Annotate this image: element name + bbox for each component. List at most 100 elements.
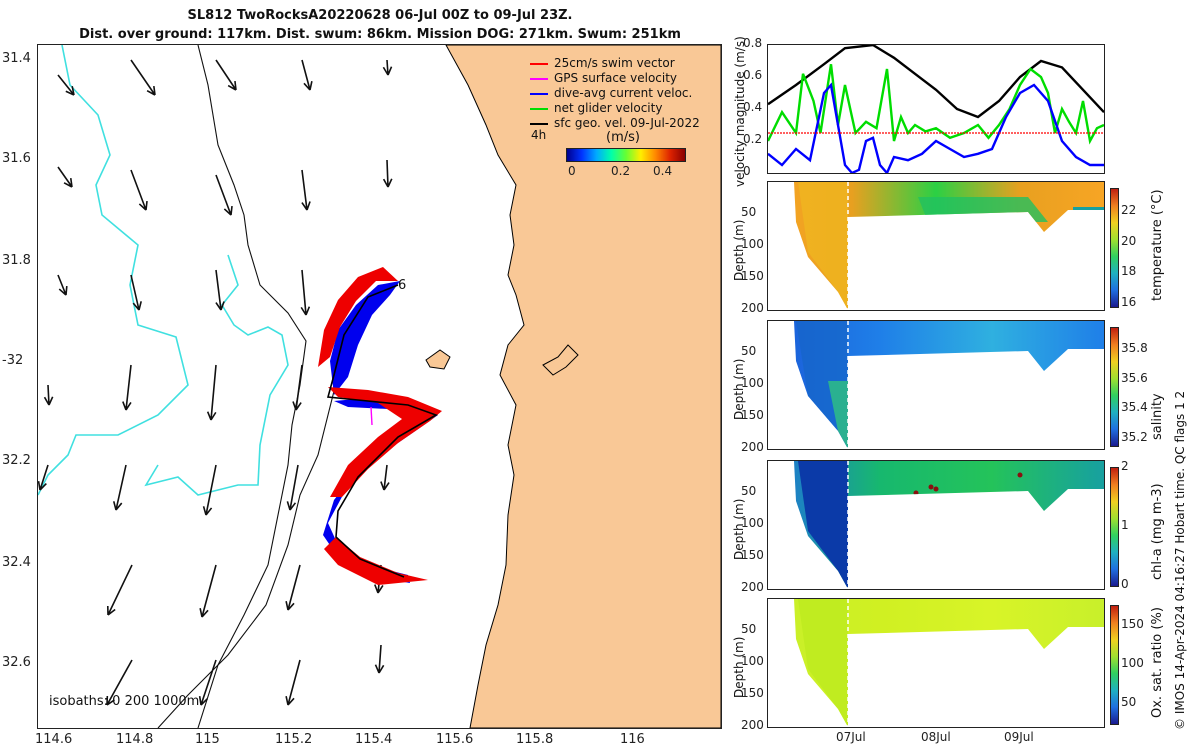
current-vector-arrow bbox=[215, 174, 233, 216]
map-lat-tick: -32 bbox=[2, 353, 24, 368]
time-tick: 09Jul bbox=[1004, 730, 1034, 744]
map-lat-tick: 32.4 bbox=[2, 555, 31, 570]
gps-vector bbox=[370, 406, 373, 426]
time-tick: 07Jul bbox=[836, 730, 866, 744]
profile-colorbar-tick: 22 bbox=[1121, 202, 1137, 217]
glider-track bbox=[318, 267, 442, 585]
current-vector-arrow bbox=[285, 659, 301, 706]
legend-swatch bbox=[530, 93, 548, 95]
profile-colorbar-label: Ox. sat. ratio (%) bbox=[1150, 607, 1165, 718]
current-vector-arrow bbox=[130, 169, 148, 211]
current-vector-arrow bbox=[38, 464, 49, 491]
current-vector-arrow bbox=[198, 659, 217, 706]
legend-swatch bbox=[530, 63, 548, 65]
profile-depth-tick: 150 bbox=[741, 408, 764, 422]
speed-colorbar-tick: 0.4 bbox=[653, 164, 673, 178]
map-lon-tick: 115.8 bbox=[516, 732, 554, 747]
profile-depth-tick: 150 bbox=[741, 269, 764, 283]
map-lon-tick: 114.8 bbox=[116, 732, 154, 747]
profile-colorbar bbox=[1110, 605, 1119, 725]
track-line bbox=[326, 284, 438, 578]
legend-label: GPS surface velocity bbox=[554, 71, 678, 85]
current-vector-arrow bbox=[285, 564, 301, 611]
map-panel: 6 isobaths: 0 200 1000m bbox=[37, 44, 722, 729]
current-vector-arrow bbox=[215, 59, 237, 91]
profile-panel bbox=[767, 460, 1105, 590]
island bbox=[425, 349, 451, 370]
velocity-ytick: 0.2 bbox=[743, 132, 763, 146]
isobaths-label: isobaths: 0 200 1000m bbox=[49, 694, 199, 709]
title-line-2: Dist. over ground: 117km. Dist. swum: 86… bbox=[79, 27, 681, 42]
profile-plot bbox=[768, 461, 1104, 589]
legend-swatch bbox=[530, 78, 548, 80]
profile-depth-tick: 100 bbox=[741, 516, 764, 530]
velocity-ytick: 0 bbox=[743, 164, 751, 178]
profile-colorbar-tick: 35.4 bbox=[1121, 400, 1148, 415]
profile-colorbar-tick: 16 bbox=[1121, 294, 1137, 309]
current-vector-arrow bbox=[106, 659, 133, 706]
velocity-ytick: 0.6 bbox=[743, 68, 763, 82]
legend-swatch bbox=[530, 123, 548, 125]
map-lon-tick: 115.4 bbox=[355, 732, 393, 747]
velocity-panel bbox=[767, 44, 1105, 174]
map-lon-tick: 114.6 bbox=[35, 732, 73, 747]
current-vector-arrow bbox=[57, 74, 75, 96]
map-svg: 6 isobaths: 0 200 1000m bbox=[38, 45, 721, 728]
current-vector-arrow bbox=[301, 59, 313, 91]
current-vector-arrow bbox=[382, 159, 393, 188]
current-vector-arrow bbox=[300, 269, 311, 316]
profile-depth-tick: 50 bbox=[741, 484, 757, 498]
profile-colorbar-label: temperature (°C) bbox=[1150, 189, 1165, 301]
island-2 bbox=[542, 344, 579, 376]
current-vector-arrow bbox=[374, 644, 385, 674]
profile-colorbar-tick: 150 bbox=[1121, 616, 1144, 631]
map-lon-tick: 115 bbox=[195, 732, 220, 747]
credit-text: © IMOS 14-Apr-2024 04:16:27 Hobart time.… bbox=[1173, 391, 1187, 730]
current-vector-arrow bbox=[199, 564, 217, 618]
isobath-1000 bbox=[197, 45, 307, 728]
profile-panel bbox=[767, 598, 1105, 728]
profile-depth-tick: 50 bbox=[741, 205, 757, 219]
current-vector-arrow bbox=[106, 564, 133, 616]
map-lat-tick: 32.2 bbox=[2, 453, 31, 468]
profile-colorbar-label: chl-a (mg m-3) bbox=[1150, 483, 1165, 580]
profile-colorbar-tick: 2 bbox=[1121, 459, 1129, 473]
profile-depth-tick: 50 bbox=[741, 622, 757, 636]
profile-colorbar-tick: 100 bbox=[1121, 656, 1144, 670]
current-vector-arrow bbox=[43, 384, 54, 406]
current-vector-arrow bbox=[380, 464, 390, 491]
time-tick: 08Jul bbox=[921, 730, 951, 744]
legend-label: sfc geo. vel. 09-Jul-2022 bbox=[554, 116, 700, 130]
profile-colorbar-tick: 50 bbox=[1121, 695, 1137, 710]
map-lon-tick: 115.2 bbox=[275, 732, 313, 747]
profile-colorbar-tick: 35.2 bbox=[1121, 429, 1148, 444]
current-vector-arrow bbox=[57, 274, 68, 296]
profile-colorbar-tick: 1 bbox=[1121, 518, 1129, 532]
profile-colorbar bbox=[1110, 327, 1119, 447]
velocity-ytick: 0.8 bbox=[743, 36, 763, 50]
map-lat-tick: 31.6 bbox=[2, 151, 31, 166]
map-lon-tick: 116 bbox=[620, 732, 645, 747]
profile-depth-tick: 100 bbox=[741, 237, 764, 251]
track-red-a bbox=[318, 267, 398, 367]
track-end-label: 6 bbox=[398, 278, 406, 293]
velocity-series-line bbox=[768, 45, 1104, 119]
map-lon-tick: 115.6 bbox=[436, 732, 474, 747]
qc-label: Hobart time. QC flags 1 2 bbox=[1173, 390, 1187, 544]
current-vector-arrow bbox=[130, 59, 156, 96]
profile-depth-tick: 150 bbox=[741, 686, 764, 700]
scale-label: 4h bbox=[531, 128, 547, 142]
profile-depth-tick: 200 bbox=[741, 301, 764, 315]
track-red-b bbox=[324, 387, 442, 585]
profile-colorbar-tick: 20 bbox=[1121, 233, 1137, 248]
map-lat-tick: 31.8 bbox=[2, 253, 31, 268]
velocity-ytick: 0.4 bbox=[743, 100, 763, 114]
speed-colorbar bbox=[566, 148, 686, 162]
speed-colorbar-tick: 0.2 bbox=[611, 164, 631, 178]
profile-depth-tick: 50 bbox=[741, 344, 757, 358]
velocity-series-line bbox=[768, 64, 1104, 145]
legend-label: 25cm/s swim vector bbox=[554, 56, 675, 70]
profile-colorbar-tick: 0 bbox=[1121, 577, 1129, 591]
current-vector-arrow bbox=[292, 364, 303, 411]
profile-colorbar-tick: 35.6 bbox=[1121, 370, 1148, 385]
